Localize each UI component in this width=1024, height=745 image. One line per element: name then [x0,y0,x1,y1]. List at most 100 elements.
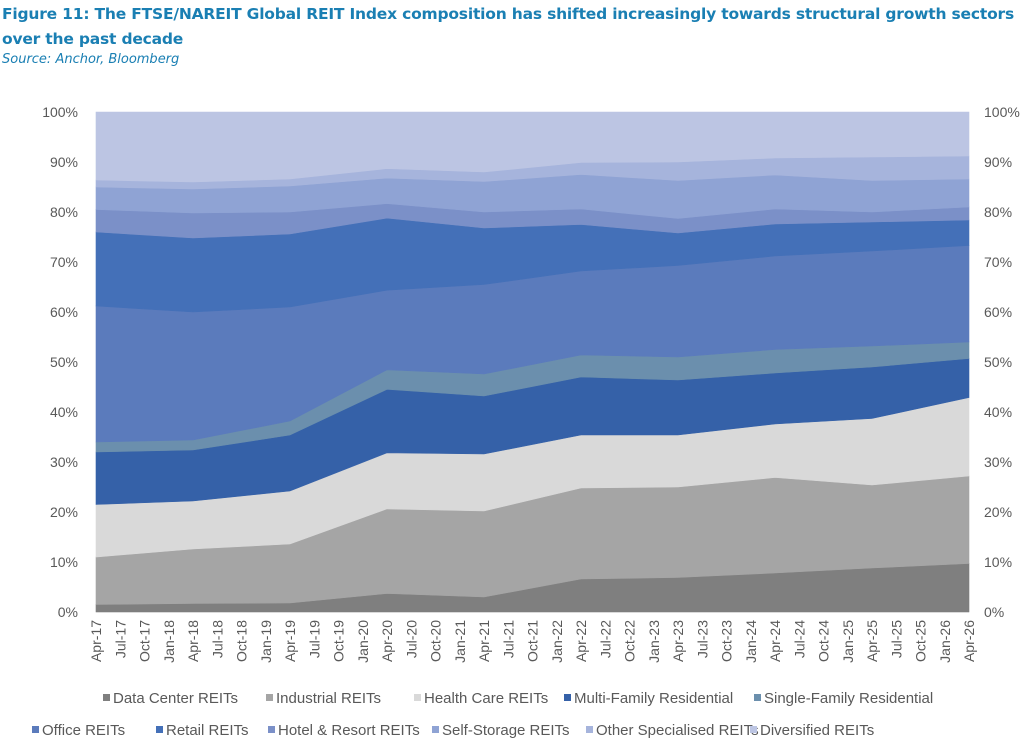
x-tick-label: Jul-22 [597,620,613,658]
x-tick-label: Jul-18 [209,620,225,658]
legend-item-office-reits: Office REITs [32,722,125,739]
x-tick-label: Jan-21 [452,620,468,663]
x-tick-label: Oct-23 [719,620,735,662]
legend-label: Self-Storage REITs [442,722,570,739]
legend-marker-icon [564,694,571,701]
legend-item-multi-family-residential: Multi-Family Residential [564,690,733,707]
x-tick-label: Jul-25 [888,620,904,658]
legend-label: Data Center REITs [113,690,239,707]
y-tick-label-right: 40% [984,404,1012,420]
legend-item-health-care-reits: Health Care REITs [414,690,548,707]
y-tick-label-left: 90% [50,154,78,170]
y-axis-left: 0% 10% 20% 30% 40% 50% 60% 70% 80% 90% 100% [42,104,78,620]
x-tick-label: Oct-22 [622,620,638,662]
legend-item-diversified-reits: Diversified REITs [750,722,874,739]
x-tick-label: Jul-21 [500,620,516,658]
y-tick-label-left: 20% [50,504,78,520]
x-tick-label: Apr-19 [282,620,298,662]
x-tick-label: Apr-18 [185,620,201,662]
legend-label: Hotel & Resort REITs [278,722,420,739]
x-tick-label: Oct-24 [816,620,832,662]
legend-marker-icon [103,694,110,701]
x-tick-label: Apr-25 [864,620,880,662]
y-tick-label-left: 50% [50,354,78,370]
y-tick-label-right: 20% [984,504,1012,520]
legend-label: Industrial REITs [276,690,382,707]
legend-label: Health Care REITs [424,690,549,707]
legend-label: Single-Family Residential [764,690,934,707]
x-tick-label: Jan-22 [549,620,565,663]
x-tick-label: Jul-17 [112,620,128,658]
x-tick-label: Oct-18 [234,620,250,662]
x-tick-label: Apr-21 [476,620,492,662]
legend-label: Office REITs [42,722,126,739]
y-tick-label-right: 30% [984,454,1012,470]
y-tick-label-left: 80% [50,204,78,220]
y-tick-label-left: 100% [42,104,78,120]
x-tick-label: Apr-17 [88,620,104,662]
x-tick-label: Apr-26 [961,620,977,662]
x-tick-label: Jul-23 [694,620,710,658]
y-tick-label-right: 10% [984,554,1012,570]
legend-marker-icon [414,694,421,701]
x-tick-label: Apr-22 [573,620,589,662]
legend-item-single-family-residential: Single-Family Residential [754,690,933,707]
figure-source: Source: Anchor, Bloomberg [2,52,180,67]
y-tick-label-right: 50% [984,354,1012,370]
y-tick-label-right: 80% [984,204,1012,220]
legend-label: Other Specialised REITs [596,722,759,739]
legend-label: Retail REITs [166,722,249,739]
legend-marker-icon [268,726,275,733]
x-tick-label: Jul-19 [306,620,322,658]
y-tick-label-right: 60% [984,304,1012,320]
x-tick-label: Jul-20 [403,620,419,658]
area-diversified-reits [95,111,970,183]
x-tick-label: Jan-18 [161,620,177,663]
x-tick-label: Oct-21 [525,620,541,662]
legend-item-other-specialised-reits: Other Specialised REITs [586,722,759,739]
x-tick-label: Oct-17 [137,620,153,662]
legend-item-retail-reits: Retail REITs [156,722,249,739]
legend-item-self-storage-reits: Self-Storage REITs [432,722,570,739]
stacked-area-chart: 0% 10% 20% 30% 40% 50% 60% 70% 80% 90% 100% 0% 10% 2… [42,104,1020,663]
y-tick-label-left: 70% [50,254,78,270]
y-tick-label-left: 40% [50,404,78,420]
x-tick-label: Oct-19 [331,620,347,662]
y-tick-label-right: 70% [984,254,1012,270]
legend-label: Multi-Family Residential [574,690,734,707]
y-tick-label-left: 0% [58,604,78,620]
y-tick-label-left: 30% [50,454,78,470]
y-tick-label-right: 100% [984,104,1020,120]
legend-marker-icon [750,726,757,733]
legend-item-hotel-resort-reits: Hotel & Resort REITs [268,722,420,739]
x-tick-label: Jan-24 [743,620,759,663]
legend-item-data-center-reits: Data Center REITs [103,690,238,707]
y-tick-label-right: 0% [984,604,1004,620]
x-tick-label: Oct-20 [428,620,444,662]
y-axis-right: 0% 10% 20% 30% 40% 50% 60% 70% 80% 90% 100% [984,104,1020,620]
legend-marker-icon [266,694,273,701]
legend-marker-icon [32,726,39,733]
x-tick-label: Apr-24 [767,620,783,662]
legend-marker-icon [156,726,163,733]
x-tick-label: Jan-20 [355,620,371,663]
x-tick-label: Apr-23 [670,620,686,662]
x-tick-label: Jul-24 [791,620,807,658]
legend-marker-icon [586,726,593,733]
legend-marker-icon [754,694,761,701]
x-axis: Apr-17 Jul-17 Oct-17 Jan-18 Apr-18 Jul-18 Oct-… [88,612,977,663]
x-tick-label: Oct-25 [913,620,929,662]
legend-label: Diversified REITs [760,722,875,739]
figure-title: Figure 11: The FTSE/NAREIT Global REIT I… [2,5,1014,48]
x-tick-label: Jan-26 [937,620,953,663]
y-tick-label-right: 90% [984,154,1012,170]
legend-marker-icon [432,726,439,733]
x-tick-label: Apr-20 [379,620,395,662]
area-layer [95,111,970,613]
x-tick-label: Jan-23 [646,620,662,663]
x-tick-label: Jan-25 [840,620,856,663]
x-tick-label: Jan-19 [258,620,274,663]
y-tick-label-left: 10% [50,554,78,570]
legend-item-industrial-reits: Industrial REITs [266,690,381,707]
y-tick-label-left: 60% [50,304,78,320]
